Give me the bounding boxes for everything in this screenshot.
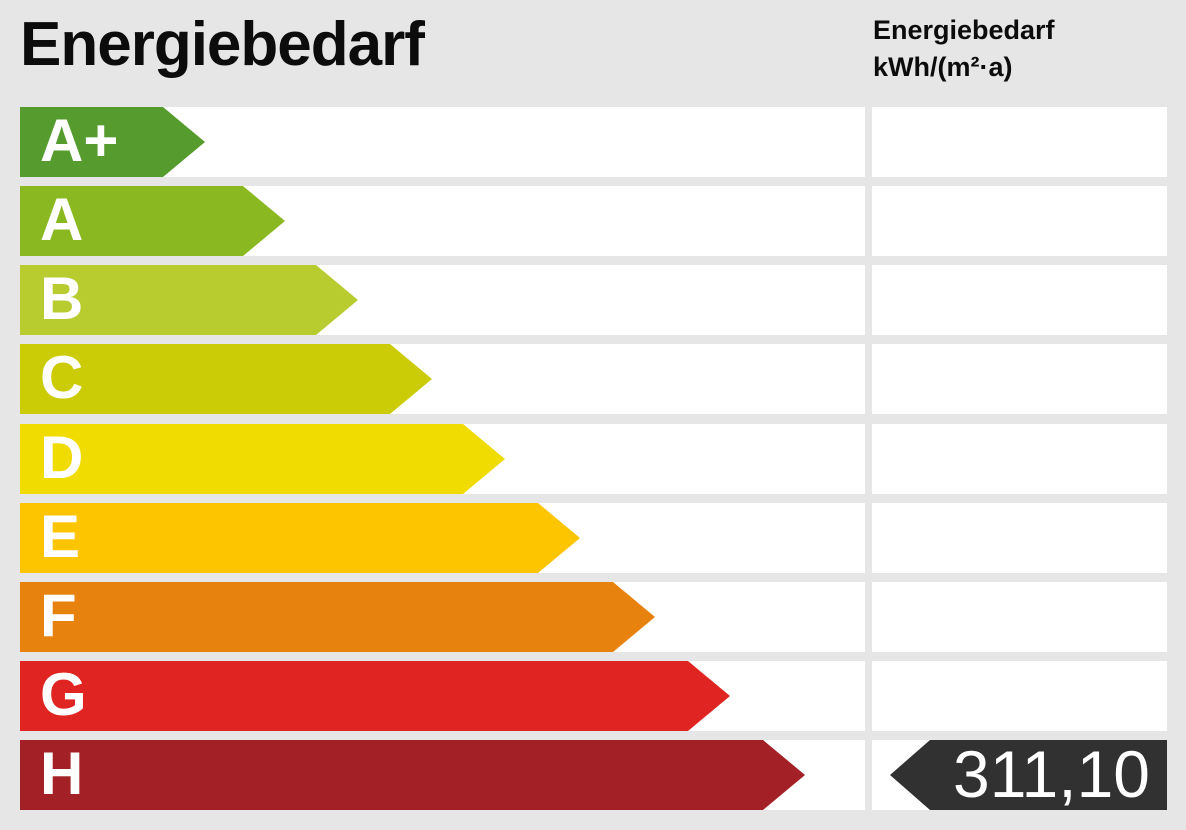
unit-header-line1: Energiebedarf: [873, 15, 1055, 45]
energy-class-label: C: [40, 344, 84, 411]
scale-row-h: H 311,10: [0, 740, 1186, 810]
energy-class-label: G: [40, 661, 87, 728]
energy-class-label: B: [40, 265, 84, 332]
unit-header: Energiebedarf kWh/(m²·a): [873, 12, 1055, 86]
energy-class-label: A+: [40, 107, 119, 174]
value-cell: [872, 582, 1167, 652]
value-cell: [872, 107, 1167, 177]
unit-header-line2: kWh/(m²·a): [873, 52, 1013, 82]
scale-row-f: F: [0, 582, 1186, 652]
value-cell: [872, 661, 1167, 731]
value-cell: [872, 186, 1167, 256]
energy-class-arrow: [20, 424, 505, 494]
value-cell: 311,10: [872, 740, 1167, 810]
energy-class-label: A: [40, 186, 84, 253]
scale-row-a-plus: A+: [0, 107, 1186, 177]
energy-class-arrow: [20, 661, 730, 731]
energy-class-label: F: [40, 582, 77, 649]
scale-row-b: B: [0, 265, 1186, 335]
chart-title: Energiebedarf: [20, 10, 425, 79]
energy-class-arrow: [20, 344, 432, 414]
value-cell: [872, 503, 1167, 573]
scale-row-a: A: [0, 186, 1186, 256]
energy-class-arrow: [20, 582, 655, 652]
value-cell: [872, 424, 1167, 494]
scale-row-c: C: [0, 344, 1186, 414]
energy-class-arrow: [20, 265, 358, 335]
value-label: 311,10: [953, 737, 1150, 811]
energy-class-arrow: [20, 503, 580, 573]
energy-class-arrow: [20, 186, 285, 256]
scale-row-g: G: [0, 661, 1186, 731]
value-cell: [872, 265, 1167, 335]
value-cell: [872, 344, 1167, 414]
scale-row-d: D: [0, 424, 1186, 494]
energy-class-arrow: [20, 740, 805, 810]
scale-row-e: E: [0, 503, 1186, 573]
value-marker-arrow: 311,10: [890, 740, 1167, 810]
energy-class-label: E: [40, 503, 81, 570]
energy-class-arrow: [20, 107, 205, 177]
energy-class-label: H: [40, 740, 84, 807]
energy-class-label: D: [40, 424, 84, 491]
